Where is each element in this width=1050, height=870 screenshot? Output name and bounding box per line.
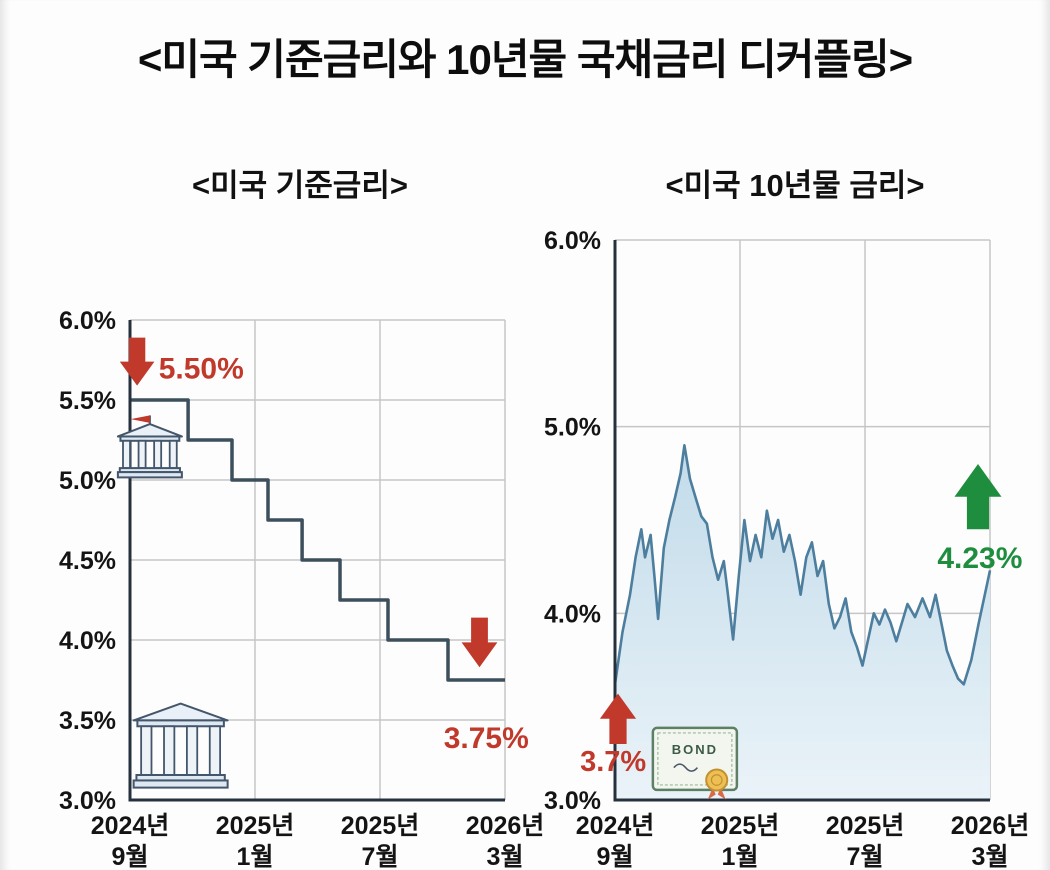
page-title: <미국 기준금리와 10년물 국채금리 디커플링> (137, 36, 913, 83)
up-arrow-icon (954, 464, 1002, 530)
x-axis-tick-label: 2025년 (341, 812, 420, 840)
bond-label: BOND (672, 742, 718, 757)
end-rate-label: 3.75% (444, 722, 529, 755)
bank-building-icon (132, 702, 229, 789)
y-axis-tick-label: 3.5% (59, 707, 116, 735)
up-arrow-icon (599, 693, 637, 744)
x-axis-tick-label: 2026년 (951, 812, 1030, 840)
x-axis-tick-label: 3월 (972, 843, 1009, 870)
y-axis-tick-label: 5.0% (544, 414, 601, 442)
base-rate-step-line (130, 398, 505, 682)
x-axis-tick-label: 2025년 (826, 812, 905, 840)
chart-title-base-rate: <미국 기준금리> (192, 168, 408, 203)
x-axis-tick-label: 2024년 (91, 812, 170, 840)
x-axis-tick-label: 7월 (847, 843, 884, 870)
bond-certificate-icon: BOND (651, 726, 739, 800)
y-axis-tick-label: 3.0% (544, 787, 601, 815)
x-axis-tick-label: 9월 (597, 843, 634, 870)
y-axis-tick-label: 5.0% (59, 467, 116, 495)
y-axis-tick-label: 5.5% (59, 387, 116, 415)
x-axis-tick-label: 3월 (487, 843, 524, 870)
x-axis-tick-label: 9월 (112, 843, 149, 870)
x-axis-tick-label: 2025년 (701, 812, 780, 840)
base-rate-chart: 3.0% 3.5% 4.0% 4.5% 5.0% 5.5% 6.0% 2024년 9월 2025년… (59, 307, 544, 870)
start-rate-label: 5.50% (159, 353, 244, 386)
y-axis-tick-label: 6.0% (544, 227, 601, 255)
y-axis-tick-label: 4.0% (59, 627, 116, 655)
down-arrow-icon (461, 617, 498, 668)
y-axis-tick-label: 4.5% (59, 547, 116, 575)
end-yield-label: 4.23% (937, 542, 1022, 575)
x-axis-tick-label: 2024년 (576, 812, 655, 840)
down-arrow-icon (119, 337, 155, 386)
bank-building-flag-icon (116, 415, 183, 479)
chart-title-10y-yield: <미국 10년물 금리> (665, 168, 925, 203)
x-axis-tick-label: 7월 (362, 843, 399, 870)
x-axis-tick-label: 2026년 (466, 812, 545, 840)
y-axis-tick-label: 3.0% (59, 787, 116, 815)
x-axis-tick-label: 2025년 (216, 812, 295, 840)
x-axis-tick-label: 1월 (237, 843, 274, 870)
start-yield-label: 3.7% (580, 746, 646, 778)
y-axis-tick-label: 6.0% (59, 307, 116, 335)
yield-line (613, 444, 992, 686)
yield-area-fill (615, 445, 990, 800)
y-axis-tick-label: 4.0% (544, 600, 601, 628)
ten-year-yield-chart: 3.0% 4.0% 5.0% 6.0% 2024년 9월 2025년 1월 2025년 7월 202… (544, 227, 1029, 870)
x-axis-tick-label: 1월 (722, 843, 759, 870)
